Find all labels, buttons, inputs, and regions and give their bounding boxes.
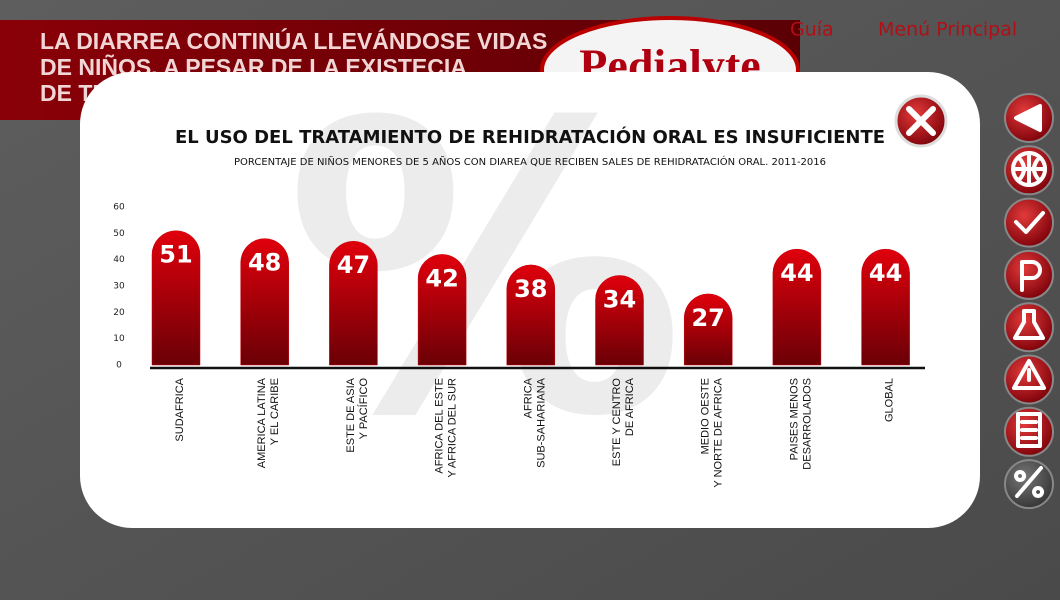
value-label: 34 — [603, 285, 636, 313]
bar — [506, 264, 556, 366]
menu-button[interactable] — [1004, 93, 1054, 143]
side-menu — [1004, 93, 1054, 510]
menu-icon — [1013, 309, 1045, 340]
chart-subtitle: PORCENTAJE DE NIÑOS MENORES DE 5 AÑOS CO… — [234, 155, 826, 168]
value-label: 48 — [248, 249, 281, 277]
menu-button[interactable] — [1004, 406, 1054, 457]
x-tick-label: AFRICA DEL ESTEY AFRICA DEL SUR — [434, 378, 459, 478]
x-tick-label: SUDAFRICA — [174, 377, 186, 441]
menu-button[interactable] — [1004, 354, 1054, 405]
menu-icon — [1011, 151, 1048, 187]
menu-icon — [1014, 466, 1045, 498]
y-tick-label: 40 — [113, 255, 125, 265]
x-tick-label: MEDIO OESTEY NORTE DE AFRICA — [700, 377, 725, 487]
menu-button[interactable] — [1004, 249, 1054, 300]
bar — [329, 241, 378, 366]
bar — [240, 238, 289, 366]
y-tick-label: 50 — [113, 229, 125, 239]
y-tick-label: 0 — [116, 361, 122, 371]
close-icon[interactable] — [906, 106, 936, 136]
menu-icon — [1020, 260, 1042, 292]
bar — [861, 248, 910, 366]
close-button[interactable] — [894, 94, 948, 148]
value-label: 47 — [337, 251, 370, 279]
y-tick-label: 20 — [113, 308, 125, 318]
menu-icon — [1016, 412, 1042, 448]
x-tick-label: PAISES MENOSDESARROLADOS — [788, 378, 813, 470]
headline-line: LA DIARREA CONTINÚA LLEVÁNDOSE VIDAS — [40, 27, 547, 54]
value-label: 44 — [780, 259, 813, 287]
value-label: 42 — [425, 264, 458, 292]
menu-button[interactable] — [1004, 197, 1054, 248]
x-tick-label: ESTE Y CENTRODE AFRICA — [611, 377, 636, 466]
bar — [683, 293, 733, 366]
x-tick-label: AMERICA LATINAY EL CARIBE — [256, 377, 281, 468]
value-label: 38 — [514, 275, 547, 303]
bar — [417, 254, 467, 366]
value-label: 44 — [869, 259, 902, 287]
value-label: 27 — [691, 304, 724, 332]
bar — [151, 230, 201, 366]
menu-button[interactable] — [1004, 145, 1054, 196]
menu-button[interactable] — [1004, 459, 1054, 510]
menu-icon — [1012, 359, 1046, 390]
menu-circle — [1004, 197, 1054, 248]
plot: 0 10 20 30 40 50 60 51 SUDAFRICA 48 AMERICA LATINA… — [113, 203, 925, 488]
nav-link[interactable]: Guía — [790, 19, 834, 41]
menu-icon — [1014, 104, 1042, 132]
x-tick-label: AFRICASUB-SAHARIANA — [522, 377, 547, 468]
menu-icon — [1014, 211, 1045, 234]
x-tick-label: GLOBAL — [884, 378, 896, 422]
bar — [772, 248, 822, 366]
nav-link[interactable]: Menú Principal — [878, 19, 1017, 41]
y-tick-label: 60 — [113, 203, 125, 213]
y-tick-label: 30 — [113, 282, 125, 292]
menu-circle — [1004, 249, 1054, 300]
y-tick-label: 10 — [113, 334, 125, 344]
value-label: 51 — [159, 241, 192, 269]
chart-title: EL USO DEL TRATAMIENTO DE REHIDRATACIÓN … — [175, 126, 885, 148]
menu-button[interactable] — [1004, 302, 1054, 353]
bar — [595, 275, 644, 366]
x-tick-label: ESTE DE ASIAY PACÍFICO — [345, 377, 370, 452]
